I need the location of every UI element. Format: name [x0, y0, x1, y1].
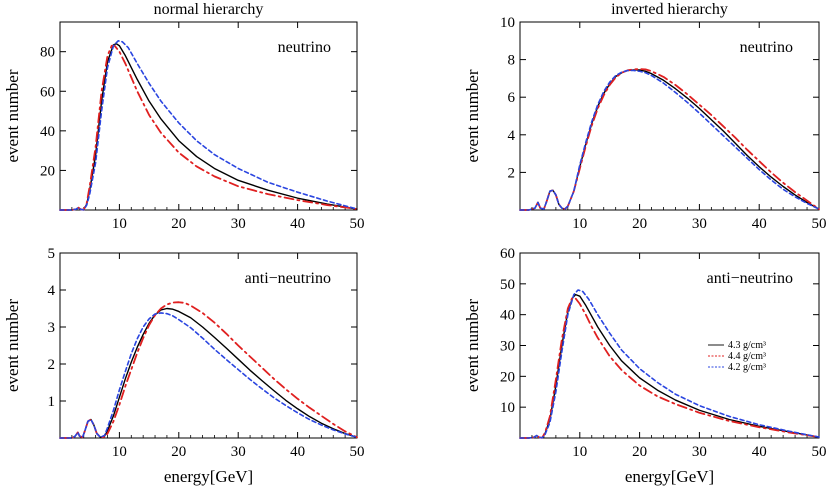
x-tick-label: 30	[692, 444, 707, 460]
series-line-2	[59, 312, 358, 439]
y-tick-label: 50	[500, 277, 515, 293]
panel-annotation: anti−neutrino	[245, 270, 331, 287]
panel-title: inverted hierarchy	[611, 1, 728, 18]
x-tick-label: 10	[572, 444, 587, 460]
y-axis-label: event number	[463, 299, 482, 392]
x-tick-label: 20	[632, 216, 647, 232]
y-axis-label: event number	[3, 299, 22, 392]
x-tick-label: 50	[812, 216, 827, 232]
panel-annotation: neutrino	[740, 39, 793, 56]
y-axis-label: event number	[463, 69, 482, 162]
y-tick-label: 6	[508, 90, 516, 106]
series-line-1	[59, 44, 358, 211]
x-tick-label: 20	[632, 444, 647, 460]
x-tick-label: 20	[171, 444, 186, 460]
x-tick-label: 10	[112, 444, 127, 460]
series-line-1	[519, 296, 820, 439]
chart-panel-3: 10 20 30 40 50 10 20 30 40 50 60 event number energy…	[463, 246, 827, 486]
y-tick-label: 40	[500, 308, 515, 324]
legend-entry: 4.3 g/cm³	[728, 340, 766, 351]
panel-annotation: anti−neutrino	[707, 270, 793, 287]
x-tick-label: 40	[752, 444, 767, 460]
x-tick-label: 30	[231, 444, 246, 460]
series-line-1	[519, 68, 820, 211]
x-axis-label: energy[GeV]	[625, 467, 714, 486]
plot-frame	[59, 21, 358, 211]
x-tick-label: 40	[290, 216, 305, 232]
y-axis-label: event number	[3, 69, 22, 162]
x-tick-label: 30	[692, 216, 707, 232]
y-tick-label: 10	[500, 400, 515, 416]
chart-panel-1: 10 20 30 40 50 2 4 6 8 10 event number inverted hie…	[463, 1, 827, 232]
series-line-2	[519, 289, 820, 439]
y-tick-label: 40	[40, 124, 55, 140]
y-tick-label: 30	[500, 339, 515, 355]
legend-entry: 4.2 g/cm³	[728, 362, 766, 373]
x-tick-label: 40	[290, 444, 305, 460]
y-tick-label: 2	[48, 357, 56, 373]
y-tick-label: 3	[48, 320, 56, 336]
x-tick-label: 50	[350, 444, 365, 460]
series-line-0	[59, 307, 358, 439]
y-tick-label: 2	[508, 165, 516, 181]
series-line-0	[59, 43, 358, 211]
x-tick-label: 10	[112, 216, 127, 232]
plot-frame	[59, 252, 358, 439]
y-tick-label: 60	[500, 246, 515, 262]
chart-panel-0: 10 20 30 40 50 20 40 60 80 event number normal hie…	[3, 1, 365, 232]
panel-title: normal hierarchy	[154, 1, 264, 18]
y-tick-label: 8	[508, 53, 516, 69]
x-tick-label: 20	[171, 216, 186, 232]
y-tick-label: 20	[40, 163, 55, 179]
y-tick-label: 1	[48, 394, 56, 410]
panel-annotation: neutrino	[278, 39, 331, 56]
y-tick-label: 4	[508, 128, 516, 144]
plot-frame	[519, 21, 820, 211]
series-line-0	[519, 69, 820, 211]
x-tick-label: 40	[752, 216, 767, 232]
series-line-0	[519, 293, 820, 439]
x-tick-label: 50	[350, 216, 365, 232]
y-tick-label: 60	[40, 84, 55, 100]
legend-entry: 4.4 g/cm³	[728, 351, 766, 362]
x-tick-label: 10	[572, 216, 587, 232]
x-tick-label: 50	[812, 444, 827, 460]
y-tick-label: 4	[48, 283, 56, 299]
series-line-2	[519, 69, 820, 211]
x-tick-label: 30	[231, 216, 246, 232]
y-tick-label: 80	[40, 45, 55, 61]
x-axis-label: energy[GeV]	[164, 467, 253, 486]
chart-panel-2: 10 20 30 40 50 1 2 3 4 5 event number energy[GeV] an…	[3, 246, 365, 486]
y-tick-label: 20	[500, 369, 515, 385]
series-line-2	[59, 40, 358, 211]
y-tick-label: 10	[500, 15, 515, 31]
y-tick-label: 5	[48, 246, 56, 262]
